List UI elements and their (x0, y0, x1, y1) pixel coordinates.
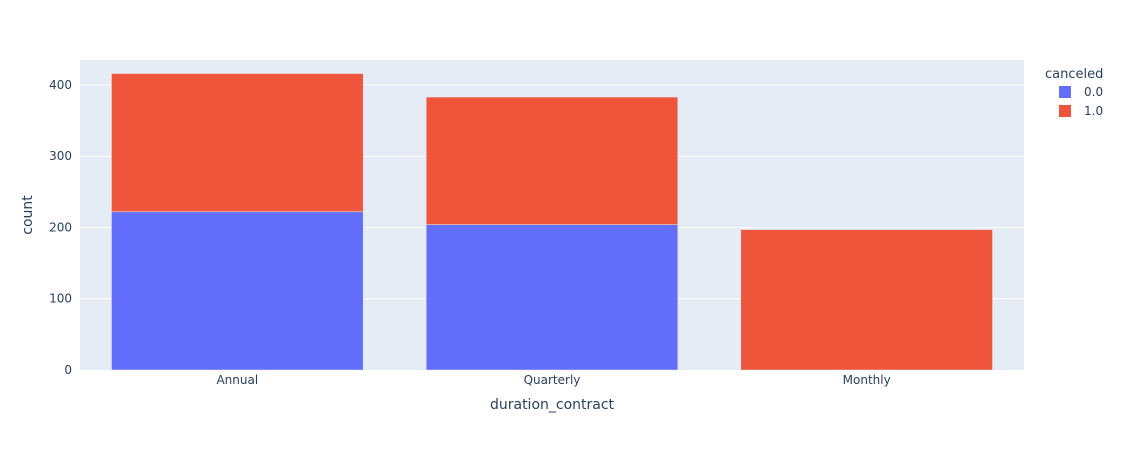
bar-quarterly-series-0[interactable] (425, 224, 679, 371)
legend-title: canceled (1045, 67, 1103, 82)
x-tick-label: Quarterly (524, 373, 581, 387)
x-tick-label: Monthly (843, 373, 891, 387)
y-tick-label: 400 (49, 78, 72, 92)
legend-items: 0.01.0 (1059, 85, 1103, 118)
bars (111, 73, 993, 371)
y-tick-label: 200 (49, 220, 72, 234)
x-tick-labels: Annual Quarterly Monthly (216, 373, 890, 387)
legend-label[interactable]: 0.0 (1084, 85, 1103, 99)
bar-annual-series-0[interactable] (111, 211, 364, 371)
bar-annual-series-1[interactable] (111, 73, 364, 213)
y-tick-label: 100 (49, 292, 72, 306)
y-tick-label: 0 (64, 363, 72, 377)
y-tick-labels: 0 100 200 300 400 (49, 78, 72, 377)
y-axis-title: count (20, 195, 36, 235)
legend: canceled 0.01.0 (1045, 67, 1103, 118)
x-axis-title: duration_contract (490, 397, 615, 413)
legend-swatch[interactable] (1059, 86, 1071, 98)
y-tick-label: 300 (49, 149, 72, 163)
x-tick-label: Annual (216, 373, 258, 387)
bar-monthly-series-1[interactable] (740, 229, 993, 371)
legend-swatch[interactable] (1059, 105, 1071, 117)
legend-label[interactable]: 1.0 (1084, 104, 1103, 118)
bar-quarterly-series-1[interactable] (425, 96, 679, 225)
